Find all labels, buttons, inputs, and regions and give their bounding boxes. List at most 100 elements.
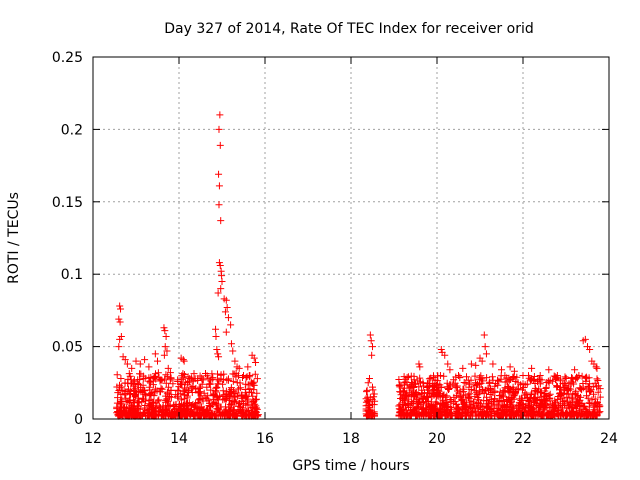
data-points xyxy=(115,111,601,417)
data-point xyxy=(212,325,220,333)
data-point xyxy=(166,369,174,377)
data-point xyxy=(444,360,452,368)
data-point xyxy=(436,372,444,380)
x-tick-label: 20 xyxy=(428,431,446,447)
data-point xyxy=(214,289,222,297)
data-point xyxy=(467,360,475,368)
data-point xyxy=(368,351,376,359)
data-point xyxy=(116,335,124,343)
data-point xyxy=(151,350,159,358)
data-point xyxy=(197,383,204,391)
data-point xyxy=(180,357,188,365)
data-point xyxy=(213,345,221,353)
data-point xyxy=(116,318,124,326)
data-point xyxy=(369,401,376,409)
data-point xyxy=(117,305,125,313)
data-point xyxy=(366,393,374,401)
data-point xyxy=(519,372,527,380)
y-tick-label: 0.2 xyxy=(61,122,83,138)
data-point xyxy=(179,356,187,364)
data-point xyxy=(480,331,488,339)
data-point xyxy=(215,170,223,178)
data-point xyxy=(215,259,223,267)
data-point xyxy=(215,182,223,190)
data-point xyxy=(459,364,467,372)
low-level-noise-band xyxy=(113,369,604,420)
data-point xyxy=(415,360,423,368)
data-point xyxy=(455,372,462,380)
data-point xyxy=(117,332,125,340)
x-tick-label: 12 xyxy=(84,431,102,447)
axis-ticks xyxy=(92,56,610,420)
data-point xyxy=(571,366,579,374)
data-point xyxy=(161,327,169,335)
data-point xyxy=(215,353,223,361)
data-point xyxy=(437,383,445,391)
data-point xyxy=(506,363,514,371)
data-point xyxy=(407,383,415,391)
data-point xyxy=(240,372,247,380)
data-point xyxy=(366,331,374,339)
data-point xyxy=(446,366,454,374)
data-point xyxy=(161,343,169,351)
data-point xyxy=(369,343,376,351)
data-point xyxy=(235,364,243,372)
data-point xyxy=(205,380,213,388)
data-point xyxy=(216,262,224,270)
data-point xyxy=(215,125,223,133)
data-point xyxy=(489,360,497,368)
data-point xyxy=(498,366,505,374)
data-point xyxy=(217,285,225,293)
data-point xyxy=(214,350,222,358)
data-point xyxy=(128,364,136,372)
data-point xyxy=(227,321,235,329)
data-point xyxy=(553,372,561,380)
data-point xyxy=(145,363,153,371)
data-point xyxy=(154,357,161,365)
data-point xyxy=(141,356,149,364)
y-axis-title: ROTI / TECUs xyxy=(6,192,22,284)
data-point xyxy=(123,360,131,368)
data-point xyxy=(160,324,168,332)
x-tick-label: 16 xyxy=(256,431,274,447)
data-point xyxy=(160,351,168,359)
data-point xyxy=(510,367,518,375)
data-point xyxy=(244,363,252,371)
data-point xyxy=(162,332,170,340)
data-point xyxy=(545,366,553,374)
data-point xyxy=(231,357,239,365)
x-tick-label: 24 xyxy=(600,431,618,447)
data-point xyxy=(528,364,536,372)
data-point xyxy=(472,361,480,369)
data-point xyxy=(216,111,224,119)
data-point xyxy=(224,314,232,322)
data-point xyxy=(586,345,594,353)
data-point xyxy=(250,354,258,362)
data-point xyxy=(365,374,373,382)
y-tick-label: 0.15 xyxy=(52,195,83,211)
data-point xyxy=(478,357,486,365)
data-point xyxy=(399,393,407,401)
noise-marks xyxy=(113,369,604,420)
data-point xyxy=(212,332,220,340)
x-tick-label: 22 xyxy=(514,431,532,447)
data-point xyxy=(365,403,373,411)
data-point xyxy=(163,347,171,355)
data-point xyxy=(227,340,235,348)
data-point xyxy=(188,376,196,384)
data-point xyxy=(229,347,237,355)
data-point xyxy=(367,337,375,345)
data-point xyxy=(215,201,223,209)
data-point xyxy=(575,372,583,380)
data-point xyxy=(424,386,432,394)
data-point xyxy=(592,363,600,371)
chart-title: Day 327 of 2014, Rate Of TEC Index for r… xyxy=(164,21,533,37)
data-point xyxy=(481,343,489,351)
data-point xyxy=(218,277,226,285)
data-point xyxy=(581,335,589,343)
x-axis-title: GPS time / hours xyxy=(292,458,409,474)
data-point xyxy=(115,343,123,351)
data-point xyxy=(416,363,424,371)
data-point xyxy=(403,389,411,397)
data-point xyxy=(223,304,231,312)
